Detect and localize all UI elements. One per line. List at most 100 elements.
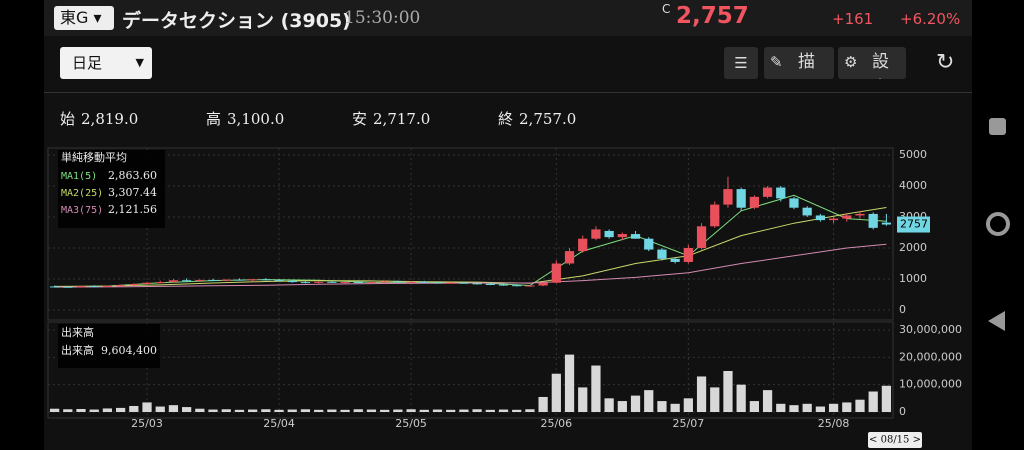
- volume-bar: [644, 390, 654, 412]
- volume-bar: [182, 407, 192, 412]
- stock-name: データセクション (3905): [122, 10, 351, 32]
- volume-name: 出来高: [61, 343, 94, 357]
- volume-bar: [630, 395, 641, 412]
- ohlc-label: 安: [352, 110, 368, 128]
- volume-bar: [115, 407, 126, 412]
- volume-bar: [195, 408, 205, 412]
- ohlc-label: 始: [60, 110, 76, 128]
- y-tick-label: 2000: [899, 241, 927, 254]
- volume-bar: [261, 409, 271, 412]
- volume-bar: [353, 409, 363, 412]
- candle-body: [512, 285, 522, 287]
- candle-body: [432, 282, 443, 284]
- candle-body: [736, 189, 746, 208]
- ohlc-label: 高: [206, 110, 222, 128]
- candle-body: [525, 285, 535, 287]
- volume-bar: [340, 409, 350, 412]
- candle-body: [842, 215, 852, 219]
- candle-body: [498, 284, 509, 286]
- candle-body: [485, 283, 495, 285]
- y-tick-label: 20,000,000: [899, 350, 962, 363]
- candle-body: [142, 282, 152, 284]
- x-tick-label: 25/04: [263, 417, 295, 430]
- candle-body: [538, 282, 548, 286]
- ohlc-value: 3,100.0: [227, 110, 285, 128]
- candle-body: [551, 263, 561, 283]
- price: 2,757: [676, 3, 749, 29]
- candle-body: [802, 207, 812, 216]
- candle-body: [89, 286, 99, 288]
- volume-bar: [366, 409, 377, 412]
- x-tick-label: 25/07: [673, 417, 705, 430]
- legend-value: 2,121.56: [108, 203, 157, 216]
- candle-body: [76, 286, 86, 288]
- y-tick-label: 10,000,000: [899, 378, 962, 391]
- volume-bar: [380, 409, 390, 412]
- volume-bar: [696, 376, 707, 412]
- volume-bar: [208, 409, 218, 412]
- volume-bar: [657, 401, 667, 412]
- indicator-button[interactable]: ☰: [724, 47, 758, 79]
- market: 東G: [60, 8, 89, 27]
- ohlc-item: 終 2,757.0: [498, 108, 644, 129]
- volume-value: 9,604,400: [101, 344, 157, 357]
- candle-body: [208, 279, 218, 281]
- volume-bar: [538, 396, 548, 412]
- change: +161: [832, 10, 874, 28]
- legend-box: [58, 324, 160, 368]
- volume-bar: [419, 409, 429, 412]
- ohlc-value: 2,819.0: [81, 110, 139, 128]
- ma-line: [54, 243, 887, 288]
- last-price-tag-bg: [897, 216, 930, 233]
- volume-bar: [287, 409, 297, 412]
- volume-bar: [828, 403, 839, 412]
- volume-bar: [221, 409, 231, 412]
- settings-button[interactable]: ⚙設定: [838, 47, 906, 79]
- candle-body: [604, 230, 614, 238]
- candle-body: [446, 282, 456, 284]
- volume-bar: [802, 403, 812, 412]
- candle-body: [406, 281, 416, 283]
- ohlc-label: 終: [498, 110, 514, 128]
- legend-value: 3,307.44: [108, 186, 157, 199]
- volume-bar: [591, 365, 601, 412]
- back-icon[interactable]: [987, 310, 1007, 332]
- ohlc-item: 始 2,819.0: [60, 108, 206, 129]
- refresh-button[interactable]: ↻: [936, 50, 955, 75]
- volume-bar: [564, 354, 575, 412]
- volume-bar: [723, 371, 733, 412]
- divider: [44, 92, 972, 93]
- candle-body: [881, 222, 892, 225]
- candle-body: [591, 229, 601, 239]
- volume-bar: [446, 409, 456, 412]
- candle-body: [868, 213, 878, 228]
- y-tick-label: 1000: [899, 272, 927, 285]
- candle-body: [710, 204, 720, 227]
- candle-body: [155, 282, 165, 284]
- legend-name: MA3(75): [61, 205, 103, 216]
- market-select[interactable]: 東G ▾: [54, 6, 114, 30]
- candle-body: [459, 282, 469, 284]
- volume-bar: [327, 409, 337, 412]
- volume-bar: [459, 409, 469, 412]
- date-cursor-bg: [868, 432, 922, 448]
- candle-body: [353, 282, 363, 284]
- candle-body: [182, 280, 192, 282]
- volume-bar: [155, 406, 165, 412]
- recents-icon[interactable]: [989, 118, 1006, 135]
- home-icon[interactable]: [986, 212, 1010, 236]
- volume-bar: [776, 403, 786, 412]
- period-select[interactable]: 日足 ▼: [60, 47, 152, 79]
- legend-name: MA1(5): [61, 171, 97, 182]
- volume-bar: [710, 387, 720, 412]
- volume-bar: [432, 409, 443, 412]
- price-panel: [47, 147, 894, 321]
- volume-bar: [129, 405, 139, 412]
- volume-bar: [789, 405, 799, 412]
- draw-button[interactable]: ✎描画: [764, 47, 834, 79]
- legend-box: [58, 150, 165, 228]
- legend-title: 単純移動平均: [61, 150, 127, 164]
- volume-bar: [762, 390, 773, 412]
- candle-body: [472, 283, 482, 285]
